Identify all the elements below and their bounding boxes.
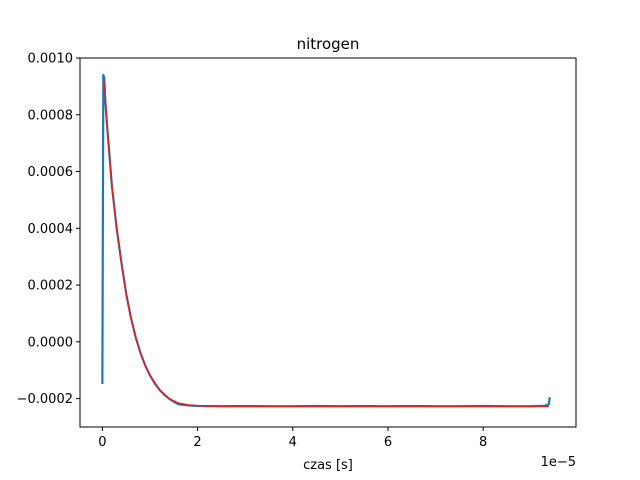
series-1-line [103, 80, 549, 408]
x-tick-label: 2 [193, 435, 201, 450]
y-axis: −0.0002 0.0000 0.0002 0.0004 0.0006 0.0008 0.0… [17, 52, 80, 407]
x-tick-label: 6 [384, 435, 392, 450]
y-tick-label: 0.0002 [28, 279, 74, 294]
y-tick-label: −0.0002 [17, 392, 73, 407]
y-tick-label: 0.0008 [28, 108, 74, 123]
plot-area [101, 73, 551, 408]
y-tick-label: 0.0010 [28, 52, 74, 67]
axes-frame [79, 57, 577, 428]
x-axis-label: czas [s] [303, 458, 353, 473]
y-tick-label: 0.0004 [28, 222, 74, 237]
chart-title: nitrogen [297, 35, 360, 53]
y-tick-label: 0.0000 [28, 335, 74, 350]
y-tick-label: 0.0006 [28, 165, 74, 180]
x-tick-label: 8 [479, 435, 487, 450]
x-axis-offset-label: 1e−5 [541, 455, 576, 470]
x-tick-label: 4 [289, 435, 297, 450]
series-0-line [101, 73, 551, 408]
x-axis: 0 2 4 6 8 [98, 427, 487, 450]
x-tick-label: 0 [98, 435, 106, 450]
